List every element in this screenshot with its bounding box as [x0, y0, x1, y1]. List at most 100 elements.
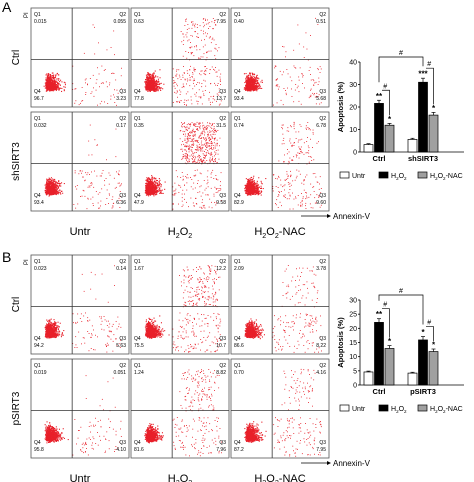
- bar: [384, 124, 395, 153]
- bar: [374, 322, 384, 386]
- column-label: Untr: [70, 473, 91, 482]
- quadrant-label: Q2: [219, 12, 226, 18]
- quadrant-label: Q3: [119, 440, 126, 446]
- plot-frame: [130, 358, 230, 459]
- quadrant-label: Q4: [34, 440, 41, 446]
- legend-label: H2O2-NAC: [430, 173, 463, 181]
- quadrant-label: Q4: [134, 89, 141, 95]
- quadrant-label: Q2: [219, 363, 226, 369]
- legend-swatch: [378, 404, 389, 412]
- significance-mark: *: [421, 328, 425, 337]
- quadrant-value: 47.9: [134, 200, 144, 206]
- quadrant-label: Q1: [234, 259, 241, 265]
- scatter-dots: [243, 17, 322, 106]
- bar: [428, 114, 439, 153]
- significance-mark: *: [388, 115, 392, 124]
- panel-letter: B: [2, 249, 11, 265]
- legend-swatch: [417, 404, 428, 412]
- quadrant-label: Q2: [119, 116, 126, 122]
- bar: [428, 351, 439, 386]
- quadrant-label: Q1: [34, 363, 41, 369]
- y-tick-label: 20: [349, 105, 357, 112]
- quadrant-value: 0.51: [316, 19, 326, 25]
- quadrant-label: Q2: [119, 12, 126, 18]
- legend-label: H2O2: [391, 406, 407, 414]
- quadrant-value: 77.8: [134, 96, 144, 102]
- bracket-label: #: [399, 288, 403, 295]
- quadrant-label: Q2: [119, 363, 126, 369]
- quadrant-value: 75.5: [134, 343, 144, 349]
- quadrant-label: Q4: [34, 193, 41, 199]
- quadrant-value: 8.22: [316, 343, 326, 349]
- quadrant-value: 1.24: [134, 370, 144, 376]
- quadrant-value: 6.78: [316, 123, 326, 129]
- y-axis-label: Apoptosis (%): [336, 81, 345, 132]
- legend-label: H2O2: [391, 173, 407, 181]
- scatter-dots: [244, 265, 322, 353]
- plot-frame: [230, 111, 330, 212]
- quadrant-value: 81.6: [134, 447, 144, 453]
- quadrant-label: Q4: [234, 193, 241, 199]
- quadrant-value: 5.68: [316, 96, 326, 102]
- significance-mark: *: [388, 337, 392, 346]
- plot-frame: [130, 254, 230, 355]
- quadrant-label: Q3: [319, 89, 326, 95]
- quadrant-label: Q2: [319, 116, 326, 122]
- quadrant-label: Q1: [34, 12, 41, 18]
- quadrant-value: 0.019: [34, 370, 47, 376]
- quadrant-value: 2.09: [234, 266, 244, 272]
- plot-frame: [230, 7, 330, 108]
- significance-mark: **: [376, 92, 383, 101]
- bracket-label: #: [399, 50, 403, 57]
- pi-axis-label: PI: [24, 259, 30, 265]
- row-label: shSIRT3: [11, 142, 22, 181]
- legend-swatch: [417, 171, 428, 179]
- legend-swatch: [378, 171, 389, 179]
- quadrant-value: 4.16: [316, 370, 326, 376]
- legend-swatch: [339, 404, 350, 412]
- quadrant-label: Q4: [234, 89, 241, 95]
- flow-panel-B: B PICtrlQ10.023Q20.14Q494.2Q35.63Q11.67Q2…: [2, 249, 371, 482]
- scatter-dots: [44, 375, 122, 456]
- quadrant-value: 0.14: [116, 266, 126, 272]
- quadrant-label: Q3: [119, 193, 126, 199]
- quadrant-label: Q1: [134, 363, 141, 369]
- quadrant-value: 93.4: [34, 200, 44, 206]
- quadrant-label: Q2: [319, 259, 326, 265]
- row-label: Ctrl: [11, 50, 22, 66]
- quadrant-value: 10.7: [216, 343, 226, 349]
- quadrant-label: Q4: [34, 336, 41, 342]
- plot-frame: [230, 254, 330, 355]
- quadrant-value: 0.35: [134, 123, 144, 129]
- comparison-bracket: #: [382, 83, 390, 116]
- quadrant-value: 12.2: [216, 266, 226, 272]
- significance-mark: **: [376, 310, 383, 319]
- legend-label: H2O2-NAC: [430, 406, 463, 414]
- plot-frame: [230, 358, 330, 459]
- quadrant-value: 1.67: [134, 266, 144, 272]
- annexin-arrow-head: [327, 214, 331, 218]
- quadrant-value: 5.63: [116, 343, 126, 349]
- quadrant-label: Q1: [234, 116, 241, 122]
- quadrant-label: Q1: [234, 12, 241, 18]
- column-label: H2O2: [168, 226, 193, 240]
- quadrant-label: Q3: [219, 440, 226, 446]
- quadrant-label: Q3: [319, 440, 326, 446]
- y-tick-label: 10: [349, 127, 357, 134]
- bracket-label: #: [383, 302, 387, 309]
- comparison-bracket: #: [378, 50, 424, 83]
- significance-mark: ***: [418, 70, 428, 79]
- quadrant-value: 0.74: [234, 123, 244, 129]
- bracket-label: #: [383, 83, 387, 90]
- quadrant-value: 95.8: [34, 447, 44, 453]
- quadrant-label: Q3: [119, 336, 126, 342]
- quadrant-label: Q1: [134, 259, 141, 265]
- scatter-dots: [144, 265, 222, 353]
